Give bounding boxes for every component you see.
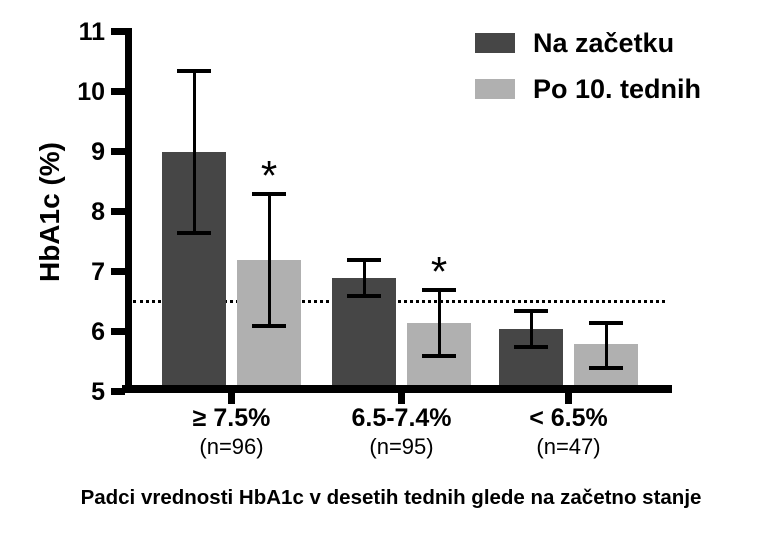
y-tick-label: 8	[91, 197, 105, 226]
error-bar-line	[192, 70, 196, 233]
y-tick	[111, 388, 125, 395]
error-bar-cap-bottom	[589, 365, 623, 370]
legend-swatch-1	[475, 33, 515, 53]
x-category-sublabel: (n=96)	[199, 434, 264, 459]
y-tick	[111, 88, 125, 95]
x-category-sublabel: (n=95)	[369, 434, 434, 459]
error-bar-cap-bottom	[252, 323, 286, 328]
legend-label-2: Po 10. tednih	[533, 74, 702, 104]
error-bar-cap-top	[177, 68, 211, 73]
x-axis-line	[122, 385, 672, 393]
error-bar-cap-top	[252, 191, 286, 196]
error-bar-cap-top	[514, 308, 548, 313]
error-bar-cap-top	[422, 287, 456, 292]
error-bar-line	[529, 310, 533, 347]
y-tick	[111, 328, 125, 335]
error-bar-cap-bottom	[514, 344, 548, 349]
legend-label-1: Na začetku	[533, 28, 675, 58]
y-tick	[111, 208, 125, 215]
error-bar-line	[362, 259, 366, 296]
error-bar-cap-top	[589, 320, 623, 325]
x-tick	[398, 393, 405, 404]
y-tick-label: 6	[91, 317, 105, 346]
legend-swatch-2	[475, 79, 515, 99]
reference-line	[133, 300, 665, 303]
error-bar-line	[267, 193, 271, 326]
error-bar-cap-bottom	[177, 230, 211, 235]
significance-star: *	[260, 151, 278, 199]
x-category-label: ≥ 7.5%	[192, 404, 271, 432]
x-category-label: < 6.5%	[529, 404, 608, 432]
x-tick	[565, 393, 572, 404]
error-bar-line	[437, 289, 441, 356]
error-bar-cap-top	[347, 257, 381, 262]
error-bar-cap-bottom	[347, 293, 381, 298]
x-tick	[228, 393, 235, 404]
significance-star: *	[430, 247, 448, 295]
figure-caption: Padci vrednosti HbA1c v desetih tednih g…	[80, 486, 702, 509]
x-category-label: 6.5-7.4%	[351, 404, 452, 432]
y-tick-label: 7	[91, 257, 105, 286]
y-tick-label: 11	[78, 17, 105, 46]
y-tick-label: 10	[77, 77, 105, 106]
y-tick-label: 9	[91, 137, 105, 166]
x-category-sublabel: (n=47)	[536, 434, 601, 459]
y-tick	[111, 268, 125, 275]
y-tick-label: 5	[91, 377, 105, 406]
error-bar-cap-bottom	[422, 353, 456, 358]
y-tick	[111, 28, 125, 35]
y-axis-line	[125, 28, 132, 393]
error-bar-line	[604, 322, 608, 368]
y-tick	[111, 148, 125, 155]
